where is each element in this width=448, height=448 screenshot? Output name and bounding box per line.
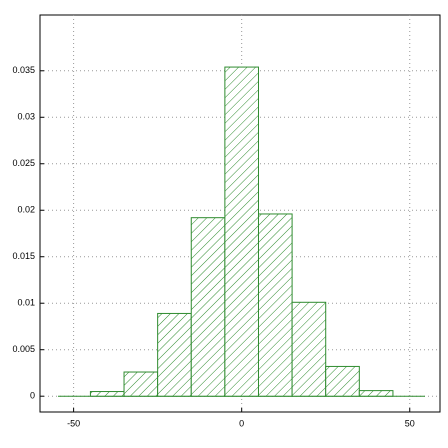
bar xyxy=(123,371,159,397)
y-tick-label: 0.025 xyxy=(12,158,35,168)
bar xyxy=(257,213,293,397)
bar xyxy=(157,312,192,397)
y-tick-label: 0.035 xyxy=(12,65,35,75)
x-tick-label: 0 xyxy=(239,418,244,428)
y-tick-label: 0 xyxy=(30,391,35,401)
plot-frame xyxy=(39,14,441,413)
bar xyxy=(325,365,360,397)
bar xyxy=(224,66,259,397)
y-tick-label: 0.02 xyxy=(17,205,35,215)
bar xyxy=(358,390,394,397)
bar xyxy=(89,391,125,397)
y-tick-label: 0.015 xyxy=(12,251,35,261)
y-tick-label: 0.01 xyxy=(17,298,35,308)
y-tick-label: 0.03 xyxy=(17,112,35,122)
bar xyxy=(291,301,327,397)
y-tick-label: 0.005 xyxy=(12,344,35,354)
bar xyxy=(190,217,226,397)
x-tick-label: 50 xyxy=(405,418,415,428)
x-tick-label: -50 xyxy=(67,418,80,428)
